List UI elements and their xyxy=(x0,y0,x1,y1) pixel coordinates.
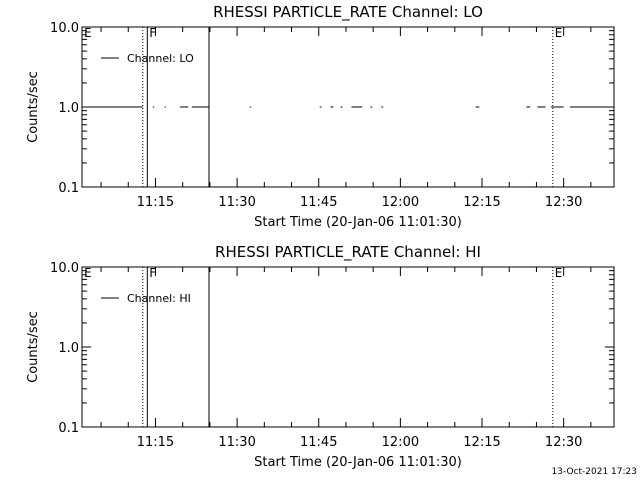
plot-frame xyxy=(81,26,615,188)
y-tick-label: 0.1 xyxy=(58,181,79,196)
x-tick-label: 12:15 xyxy=(463,195,500,210)
x-tick-label: 11:15 xyxy=(137,435,174,450)
footer-timestamp: 13-Oct-2021 17:23 xyxy=(552,467,637,477)
legend-label: Channel: HI xyxy=(127,292,191,305)
chart-panel-hi: RHESSI PARTICLE_RATE Channel: HI 0.1 1.0 10… xyxy=(26,243,615,470)
x-tick-label: 12:00 xyxy=(382,195,419,210)
event-marker-label: F xyxy=(149,266,156,280)
y-tick-label: 10.0 xyxy=(50,21,79,36)
y-tick-label: 1.0 xyxy=(58,101,79,116)
x-axis-label: Start Time (20-Jan-06 11:01:30) xyxy=(254,455,462,470)
event-marker-label: E xyxy=(555,266,563,280)
x-tick-label: 11:15 xyxy=(137,195,174,210)
x-tick-label: 12:30 xyxy=(545,195,582,210)
x-tick-label: 11:45 xyxy=(300,435,337,450)
x-tick-label: 12:00 xyxy=(382,435,419,450)
y-axis-label: Counts/sec xyxy=(26,311,41,383)
legend-label: Channel: LO xyxy=(127,52,194,65)
event-marker-label: E xyxy=(555,26,563,40)
x-tick-label: 12:30 xyxy=(545,435,582,450)
x-tick-label: 11:45 xyxy=(300,195,337,210)
chart-title: RHESSI PARTICLE_RATE Channel: LO xyxy=(213,3,483,22)
y-tick-label: 10.0 xyxy=(50,261,79,276)
chart-title: RHESSI PARTICLE_RATE Channel: HI xyxy=(215,243,481,262)
x-tick-label: 12:15 xyxy=(463,435,500,450)
x-tick-label: 11:30 xyxy=(218,195,255,210)
plot-frame xyxy=(81,266,615,428)
event-marker-label: F xyxy=(149,26,156,40)
x-axis-label: Start Time (20-Jan-06 11:01:30) xyxy=(254,215,462,230)
x-tick-label: 11:30 xyxy=(218,435,255,450)
chart-panel-lo: RHESSI PARTICLE_RATE Channel: LO 0.1 1.0 10… xyxy=(26,3,615,230)
y-tick-label: 1.0 xyxy=(58,341,79,356)
event-marker-label: E xyxy=(84,26,92,40)
y-axis-label: Counts/sec xyxy=(26,71,41,143)
event-marker-label: E xyxy=(84,266,92,280)
y-tick-label: 0.1 xyxy=(58,421,79,436)
